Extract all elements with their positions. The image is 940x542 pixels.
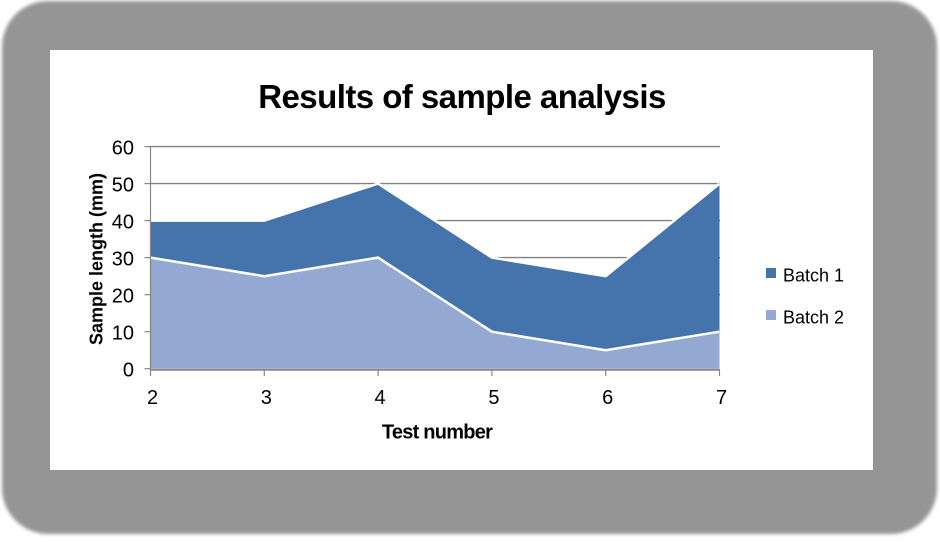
svg-text:40: 40 [112,211,134,233]
svg-text:0: 0 [123,360,134,382]
svg-text:10: 10 [112,323,134,345]
svg-text:6: 6 [602,387,613,409]
svg-text:Results of sample analysis: Results of sample analysis [258,78,666,115]
svg-text:20: 20 [112,286,134,308]
svg-text:Test number: Test number [382,422,493,444]
svg-text:30: 30 [112,248,134,270]
svg-text:Sample length (mm): Sample length (mm) [87,173,107,345]
svg-text:Batch 1: Batch 1 [783,266,844,286]
svg-text:Batch 2: Batch 2 [783,308,844,328]
svg-text:4: 4 [375,387,386,409]
svg-text:50: 50 [112,174,134,196]
svg-text:3: 3 [261,387,272,409]
svg-text:60: 60 [112,137,134,159]
svg-text:7: 7 [716,387,727,409]
svg-text:5: 5 [488,387,499,409]
svg-text:2: 2 [147,387,158,409]
